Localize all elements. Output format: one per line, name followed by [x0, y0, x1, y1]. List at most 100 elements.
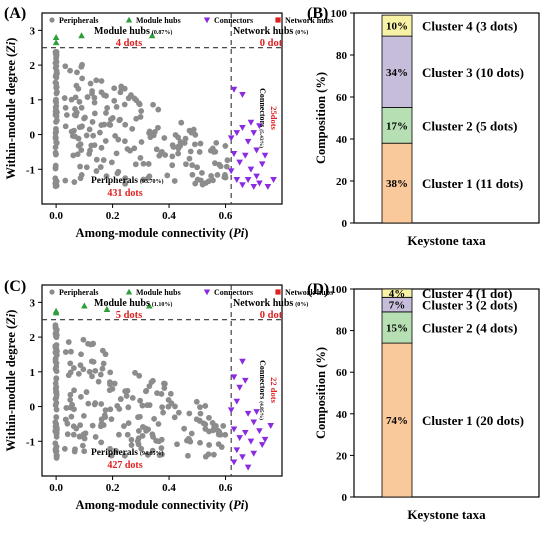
peripheral-point — [140, 160, 147, 167]
x-axis-label: Among-module connectivity (Pi) — [76, 498, 249, 512]
peripheral-point — [137, 113, 144, 120]
peripheral-point — [85, 400, 92, 407]
peripheral-point — [89, 88, 96, 94]
peripheral-point — [218, 444, 225, 450]
peripheral-point — [107, 445, 113, 452]
connector-point — [230, 426, 238, 433]
peripheral-point — [89, 422, 96, 429]
connector-point — [247, 119, 255, 126]
peripheral-point — [70, 365, 77, 371]
peripheral-point — [89, 119, 96, 125]
y-tick-label: 1 — [30, 95, 36, 107]
x-axis-label: Keystone taxa — [407, 233, 486, 248]
peripheral-point — [185, 452, 191, 459]
peripheral-point — [98, 401, 105, 407]
segment-cluster-label: Cluster 2 (5 dots) — [422, 118, 517, 133]
peripheral-point — [67, 67, 73, 74]
peripheral-point — [213, 422, 219, 429]
panel-tag: (A) — [4, 5, 26, 22]
y-tick-label: 3 — [30, 297, 36, 309]
x-tick-label: 0.2 — [106, 482, 120, 494]
plot-frame — [41, 284, 283, 477]
connector-point — [230, 151, 238, 157]
peripheral-point — [127, 147, 133, 154]
y-tick-label: 20 — [336, 176, 348, 188]
peripheral-point — [186, 410, 193, 417]
peripheral-point — [161, 135, 168, 141]
x-axis-label: Among-module connectivity (Pi) — [76, 226, 249, 240]
peripheral-point — [108, 452, 115, 459]
peripherals-annotation: Peripherals (93.70%) — [91, 176, 163, 186]
peripheral-point — [146, 383, 153, 390]
peripheral-point — [107, 379, 113, 386]
module-hubs-annotation: Module hubs (0.87%) — [94, 26, 172, 37]
connector-point — [244, 138, 252, 145]
x-axis-label-var: Pi — [233, 498, 245, 512]
peripheral-point — [103, 110, 109, 116]
peripheral-point — [193, 398, 200, 405]
y-axis-label-text: Within-module degree ( — [4, 53, 18, 180]
peripheral-point — [158, 445, 165, 451]
peripheral-point — [122, 180, 129, 187]
connectors-annotation: Connectors (4.85%) — [258, 360, 267, 420]
connector-point — [233, 130, 241, 137]
peripheral-point — [122, 121, 129, 128]
peripheral-point — [117, 396, 124, 402]
peripheral-point — [171, 178, 178, 184]
peripheral-point — [65, 339, 72, 345]
y-tick-label: 0 — [342, 218, 348, 230]
peripheral-point — [106, 387, 113, 394]
peripheral-point — [78, 351, 84, 358]
peripheral-point — [158, 391, 165, 397]
x-axis-label-text: Among-module connectivity ( — [76, 226, 234, 240]
connector-point — [236, 159, 243, 166]
peripheral-point — [54, 452, 60, 459]
peripheral-point — [81, 115, 87, 122]
module-hub-point — [148, 32, 156, 39]
peripheral-point — [149, 447, 156, 454]
peripheral-point — [98, 122, 105, 128]
peripheral-point — [75, 370, 82, 377]
peripheral-point — [62, 104, 69, 111]
peripheral-point — [90, 358, 97, 365]
peripheral-point — [106, 121, 113, 128]
peripheral-point — [202, 453, 209, 460]
x-axis-label-text: Among-module connectivity ( — [76, 498, 234, 512]
peripheral-point — [81, 448, 88, 455]
peripheral-point — [222, 431, 229, 438]
peripheral-point — [138, 139, 145, 145]
peripheral-point — [135, 428, 142, 434]
peripheral-point — [83, 132, 90, 139]
x-tick-label: 0.6 — [219, 210, 233, 222]
y-tick-label: -1 — [26, 164, 35, 176]
module-hubs-label: Module hubs — [94, 298, 150, 309]
peripheral-point — [53, 49, 60, 56]
peripheral-point — [168, 400, 175, 407]
connectors-count: 25dots — [269, 106, 279, 130]
network-hubs-count: 0 dot — [260, 310, 283, 321]
panel-tag: (B) — [307, 5, 328, 22]
peripheral-point — [52, 423, 59, 430]
peripheral-point — [68, 96, 75, 103]
peripheral-point — [149, 377, 156, 384]
peripheral-point — [92, 434, 99, 440]
peripheral-point — [76, 124, 83, 131]
peripheral-point — [197, 439, 203, 446]
connector-point — [250, 130, 258, 137]
peripherals-count: 427 dots — [107, 460, 142, 471]
peripheral-point — [52, 180, 59, 187]
peripheral-point — [52, 125, 59, 132]
y-tick-label: 0 — [30, 402, 36, 414]
connector-point — [233, 447, 241, 454]
peripheral-point — [199, 169, 205, 176]
connector-point — [261, 436, 269, 443]
peripheral-point — [83, 164, 90, 171]
y-tick-label: -1 — [26, 436, 35, 448]
peripheral-point — [53, 375, 60, 382]
peripheral-point — [64, 431, 71, 438]
peripheral-point — [78, 63, 85, 70]
peripherals-count: 431 dots — [107, 188, 142, 199]
peripheral-point — [113, 103, 120, 110]
peripheral-point — [213, 139, 220, 146]
